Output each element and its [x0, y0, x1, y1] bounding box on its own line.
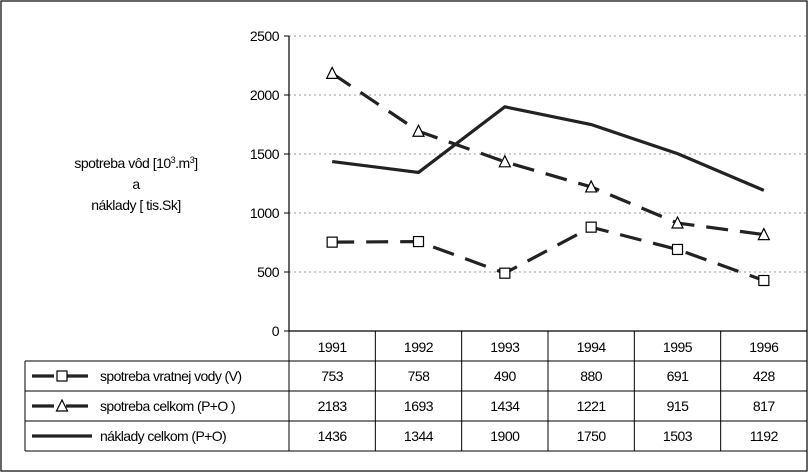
table-cell-value: 691: [667, 368, 690, 384]
table-cell-value: 915: [667, 398, 690, 414]
table-cell-value: 1434: [490, 398, 520, 414]
table-cell-value: 880: [580, 368, 603, 384]
data-point: [326, 236, 338, 248]
table-cell-value: 1344: [404, 428, 434, 444]
series-line: [331, 105, 765, 192]
data-table: 1991 1992 1993 1994 1995 1996 spotreba vratnej…: [24, 330, 808, 452]
legend-label: spotreba vratnej vody (V): [100, 368, 241, 384]
axes: [284, 35, 290, 332]
legend-key-marker: [55, 398, 69, 412]
data-point: [412, 235, 425, 248]
x-category-label: 1994: [577, 339, 607, 355]
series-line: [332, 225, 765, 283]
data-point: [498, 154, 512, 168]
x-category-label: 1996: [749, 339, 779, 355]
data-point: [758, 274, 770, 287]
legend-label: náklady celkom (P+O): [100, 428, 226, 444]
data-point: [499, 267, 511, 279]
data-point: [757, 227, 771, 241]
table-cell-value: 1221: [577, 398, 607, 414]
table-cell-value: 1750: [577, 428, 607, 444]
y-tick-labels: 0 500 1000 1500 2000 2500: [250, 28, 280, 339]
y-tick-label: 2000: [250, 87, 280, 103]
table-cell-value: 2183: [318, 398, 348, 414]
data-point: [325, 66, 339, 80]
series-line: [331, 72, 765, 237]
gridlines: [289, 35, 807, 273]
table-cell-value: 1192: [750, 428, 779, 444]
y-tick-label: 0: [272, 323, 280, 339]
data-point: [584, 179, 598, 193]
x-category-label: 1993: [490, 339, 520, 355]
data-point: [412, 123, 425, 137]
table-cell-value: 428: [753, 368, 776, 384]
y-tick-label: 1500: [250, 146, 280, 162]
y-tick-label: 2500: [250, 28, 280, 44]
y-axis-title-line3: náklady [ tis.Sk]: [91, 197, 181, 213]
data-point: [585, 221, 597, 233]
legend-label: spotreba celkom (P+O ): [100, 398, 235, 414]
table-cell-value: 753: [321, 368, 344, 384]
table-cell-value: 490: [494, 368, 517, 384]
x-category-label: 1991: [318, 339, 348, 355]
y-tick-label: 1000: [250, 205, 280, 221]
table-cell-value: 1693: [404, 398, 434, 414]
y-axis-title-line2: a: [132, 176, 140, 192]
y-axis-title: spotreba vôd [103.m3] a náklady [ tis.Sk…: [74, 155, 198, 213]
table-cell-value: 1900: [490, 428, 520, 444]
y-axis-title-line1: spotreba vôd [103.m3]: [74, 155, 197, 171]
table-cell-value: 817: [753, 398, 776, 414]
data-point: [671, 215, 684, 229]
table-cell-value: 1503: [663, 428, 693, 444]
legend-key-marker: [56, 370, 68, 382]
y-tick-label: 500: [257, 264, 280, 280]
table-cell-value: 1436: [318, 428, 348, 444]
data-point: [671, 243, 684, 256]
table-cell-value: 758: [408, 368, 431, 384]
x-category-label: 1995: [663, 339, 693, 355]
x-category-label: 1992: [404, 339, 434, 355]
series-lines: [325, 66, 771, 287]
